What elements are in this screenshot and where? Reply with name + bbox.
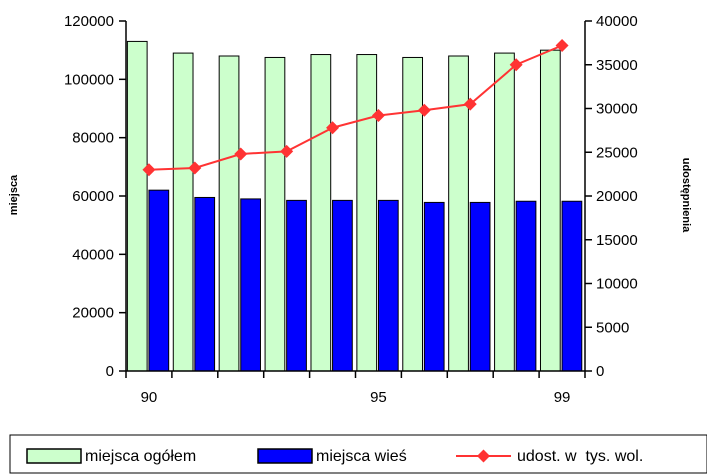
y-axis-left-title: miejsca	[8, 174, 20, 215]
legend-frame	[9, 434, 707, 474]
y-right-tick-label: 35000	[596, 57, 638, 74]
bar-rural-95	[377, 199, 399, 372]
line-point-91	[188, 161, 202, 175]
bar-total-94	[310, 54, 332, 372]
legend-label-rural: miejsca wieś	[316, 448, 407, 465]
line-point-90	[142, 163, 156, 177]
bar-total-99	[539, 49, 561, 372]
line-point-93	[280, 144, 294, 158]
y-right-tick-label: 25000	[596, 144, 638, 161]
y-left-tick-label: 100000	[64, 71, 114, 88]
y-right-tick-label: 30000	[596, 101, 638, 118]
line-point-97	[463, 97, 477, 111]
bar-total-91	[172, 52, 194, 372]
y-right-tick-label: 5000	[596, 319, 629, 336]
y-left-tick-label: 40000	[72, 246, 114, 263]
bar-rural-94	[332, 199, 353, 372]
bars-total-series	[126, 40, 561, 372]
bar-rural-96	[423, 201, 445, 372]
line-point-95	[371, 109, 385, 122]
line-access	[148, 44, 563, 171]
bar-rural-90	[148, 189, 170, 372]
legend-marker-access	[477, 449, 490, 463]
line-series-layer	[142, 39, 569, 177]
y-right-tick-label: 40000	[596, 13, 638, 30]
y-left-tick-label: 60000	[72, 188, 114, 205]
bar-total-93	[264, 56, 286, 372]
bar-total-98	[494, 52, 515, 372]
bar-rural-92	[240, 198, 261, 372]
y-right-tick-label: 10000	[596, 276, 638, 293]
y-left-tick-label: 20000	[72, 305, 114, 322]
line-point-94	[326, 121, 340, 135]
axes: 0 20000 40000 60000 80000 100000 120000 0 5000 10…	[64, 13, 638, 406]
y-left-tick-label: 120000	[64, 13, 114, 30]
bar-total-95	[356, 54, 378, 372]
line-point-98	[509, 58, 523, 72]
x-tick-label-90: 90	[141, 389, 158, 406]
bar-rural-93	[286, 199, 307, 372]
legend-label-access: udost. w tys. wol.	[517, 448, 643, 465]
bar-total-96	[402, 56, 424, 372]
y-axis-right-title: udostępnienia	[680, 158, 692, 233]
y-left-tick-label: 0	[106, 363, 114, 380]
x-tick-label-95: 95	[370, 389, 387, 406]
bar-total-90	[126, 40, 148, 372]
legend-label-total: miejsca ogółem	[85, 448, 196, 465]
bar-rural-91	[194, 196, 216, 372]
legend-swatch-rural	[257, 448, 313, 464]
bar-rural-98	[515, 200, 537, 372]
bar-rural-97	[469, 201, 491, 372]
line-point-92	[234, 147, 248, 161]
bar-rural-99	[561, 200, 583, 372]
legend: miejsca ogółem miejsca wieś udost. w tys…	[9, 434, 707, 474]
x-tick-label-99: 99	[554, 389, 571, 406]
line-point-99	[555, 39, 569, 52]
y-right-tick-label: 20000	[596, 188, 638, 205]
line-point-96	[417, 103, 431, 117]
legend-swatch-total	[26, 448, 82, 464]
y-left-tick-label: 80000	[72, 130, 114, 147]
y-right-tick-label: 0	[596, 363, 604, 380]
bar-total-92	[218, 55, 240, 372]
y-right-tick-label: 15000	[596, 232, 638, 249]
